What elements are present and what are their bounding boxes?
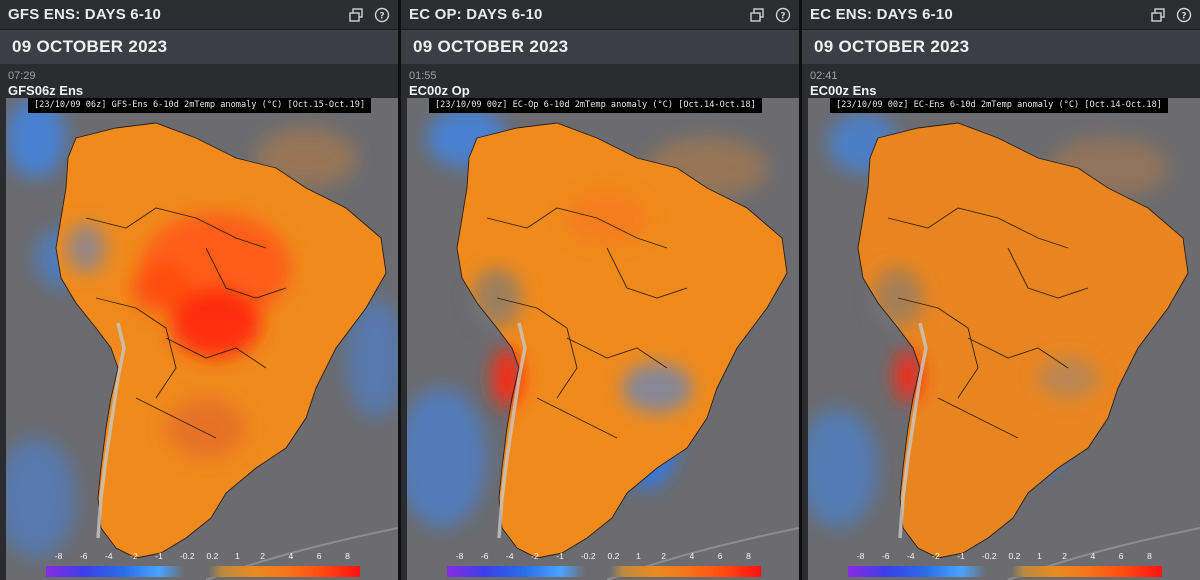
map-caption: [23/10/09 06z] GFS-Ens 6-10d 2mTemp anom… [28,98,372,113]
run-time: 02:41 [810,70,838,82]
panel-header: EC ENS: DAYS 6-10 ? [802,0,1200,30]
model-name: EC00z Ens [810,83,877,98]
andes-contour [497,322,527,539]
land-warm-anomaly [457,123,787,558]
scale-tick: -8 [856,551,865,561]
scale-tick: -2 [130,551,138,561]
anomaly-map: [23/10/09 00z] EC-Op 6-10d 2mTemp anomal… [407,98,799,580]
land-warm-anomaly [858,123,1188,558]
panel-header-icons: ? [749,7,791,23]
scale-tick: 6 [717,551,723,561]
help-icon[interactable]: ? [374,7,390,23]
scale-tick: 1 [235,551,240,561]
scale-tick: 8 [1147,551,1152,561]
scale-tick: 4 [288,551,294,561]
scale-tick: 1 [1037,551,1042,561]
map-canvas [407,98,799,580]
scale-tick: -8 [455,551,464,561]
model-name: EC00z Op [409,83,470,98]
map-canvas [808,98,1200,580]
scale-tick: -4 [907,551,915,561]
country-borders [55,122,387,559]
scale-tick: -0.2 [580,551,596,561]
panel-header-icons: ? [348,7,390,23]
scale-tick: -6 [881,551,890,561]
scale-tick: -4 [105,551,113,561]
scale-tick: -1 [957,551,965,561]
panel-divider [398,0,401,580]
scale-bar [46,566,360,577]
scale-tick: 2 [661,551,667,561]
scale-tick: 4 [1090,551,1096,561]
scale-tick: 0.2 [206,551,219,561]
popout-icon[interactable] [749,7,765,23]
scale-tick: -6 [480,551,489,561]
svg-text:?: ? [780,11,785,21]
date-band: 09 OCTOBER 2023 [401,30,799,64]
anomaly-map: [23/10/09 06z] GFS-Ens 6-10d 2mTemp anom… [6,98,398,580]
scale-tick: 8 [345,551,350,561]
panel-header: EC OP: DAYS 6-10 ? [401,0,799,30]
color-scale: -8 -6 -4 -2 -1 -0.2 0.2 1 2 4 6 8 [848,551,1162,577]
panel-ec-ens: EC ENS: DAYS 6-10 ? 09 OCTOBER 2023 02:4… [802,0,1200,580]
panel-header-icons: ? [1150,7,1192,23]
scale-tick: -8 [54,551,63,561]
scale-bar [848,566,1162,577]
country-borders [456,122,788,559]
date-band: 09 OCTOBER 2023 [802,30,1200,64]
scale-tick: -6 [79,551,88,561]
help-icon[interactable]: ? [775,7,791,23]
country-borders [857,122,1189,559]
scale-tick: -4 [506,551,514,561]
run-time: 01:55 [409,70,437,82]
panel-divider [799,0,802,580]
popout-icon[interactable] [348,7,364,23]
panel-title: GFS ENS: DAYS 6-10 [8,6,162,23]
popout-icon[interactable] [1150,7,1166,23]
scale-tick: -1 [155,551,163,561]
scale-bar [447,566,761,577]
map-caption: [23/10/09 00z] EC-Op 6-10d 2mTemp anomal… [429,98,762,113]
scale-tick: 0.2 [1008,551,1021,561]
scale-tick: 1 [636,551,641,561]
scale-tick: 6 [316,551,322,561]
scale-tick: 4 [689,551,695,561]
andes-contour [96,322,126,539]
run-time: 07:29 [8,70,36,82]
scale-tick: 2 [1062,551,1068,561]
map-caption: [23/10/09 00z] EC-Ens 6-10d 2mTemp anoma… [830,98,1168,113]
andes-contour [898,322,928,539]
scale-tick: 8 [746,551,751,561]
anomaly-map: [23/10/09 00z] EC-Ens 6-10d 2mTemp anoma… [808,98,1200,580]
scale-ticks: -8 -6 -4 -2 -1 -0.2 0.2 1 2 4 6 8 [848,551,1162,563]
panel-title: EC ENS: DAYS 6-10 [810,6,953,23]
model-name: GFS06z Ens [8,83,84,98]
scale-tick: -1 [556,551,564,561]
map-canvas [6,98,398,580]
scale-tick: 6 [1118,551,1124,561]
panel-ec-op: EC OP: DAYS 6-10 ? 09 OCTOBER 2023 01:55… [401,0,799,580]
color-scale: -8 -6 -4 -2 -1 -0.2 0.2 1 2 4 6 8 [447,551,761,577]
panel-header: GFS ENS: DAYS 6-10 ? [0,0,398,30]
scale-tick: -2 [531,551,539,561]
scale-ticks: -8 -6 -4 -2 -1 -0.2 0.2 1 2 4 6 8 [46,551,360,563]
svg-text:?: ? [1181,11,1186,21]
panel-gfs-ens: GFS ENS: DAYS 6-10 ? 09 OCTOBER 2023 07:… [0,0,398,580]
date-band: 09 OCTOBER 2023 [0,30,398,64]
help-icon[interactable]: ? [1176,7,1192,23]
scale-ticks: -8 -6 -4 -2 -1 -0.2 0.2 1 2 4 6 8 [447,551,761,563]
panel-title: EC OP: DAYS 6-10 [409,6,543,23]
scale-tick: -0.2 [179,551,195,561]
color-scale: -8 -6 -4 -2 -1 -0.2 0.2 1 2 4 6 8 [46,551,360,577]
scale-tick: -0.2 [981,551,997,561]
scale-tick: 0.2 [607,551,620,561]
scale-tick: -2 [932,551,940,561]
svg-text:?: ? [379,11,384,21]
scale-tick: 2 [260,551,266,561]
